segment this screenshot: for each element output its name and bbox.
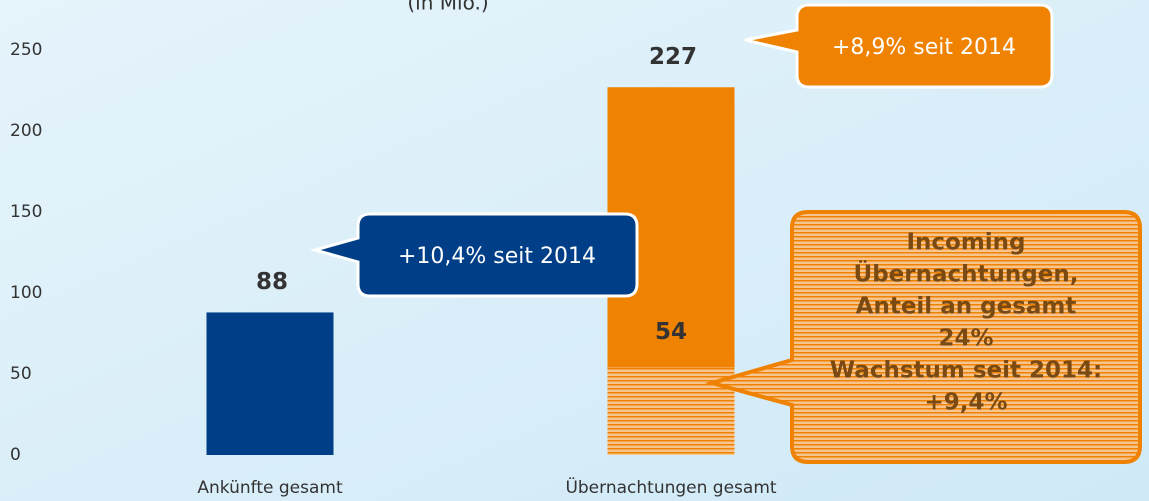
bar bbox=[206, 312, 334, 455]
x-tick-label: Übernachtungen gesamt bbox=[565, 476, 776, 498]
callout-hatched bbox=[704, 210, 1142, 464]
x-tick-label: Ankünfte gesamt bbox=[197, 478, 343, 498]
y-tick-label: 200 bbox=[10, 121, 42, 141]
value-label: 227 bbox=[649, 44, 697, 70]
y-tick-label: 100 bbox=[10, 283, 42, 303]
callout-text: Anteil an gesamt bbox=[856, 294, 1077, 320]
y-tick-label: 50 bbox=[10, 364, 32, 384]
callout-orange bbox=[744, 3, 1054, 89]
subtitle: (in Mio.) bbox=[407, 0, 488, 15]
y-tick-label: 250 bbox=[10, 40, 42, 60]
callout-text: 24% bbox=[938, 326, 993, 352]
y-tick-label: 150 bbox=[10, 202, 42, 222]
annotation: +10,4% seit 2014 bbox=[398, 244, 596, 269]
y-tick-label: 0 bbox=[10, 445, 21, 465]
callout-text: +9,4% bbox=[924, 390, 1007, 416]
callout-text: Incoming bbox=[906, 230, 1025, 256]
annotation: +8,9% seit 2014 bbox=[832, 35, 1016, 60]
value-label: 88 bbox=[256, 269, 288, 295]
overlay-label: 54 bbox=[655, 319, 687, 345]
callouts: +10,4% seit 2014 +8,9% seit 2014 bbox=[309, 3, 1142, 464]
callout-text: Übernachtungen, bbox=[854, 260, 1079, 288]
callout-navy bbox=[309, 212, 639, 298]
callout-text: Wachstum seit 2014: bbox=[830, 358, 1103, 384]
